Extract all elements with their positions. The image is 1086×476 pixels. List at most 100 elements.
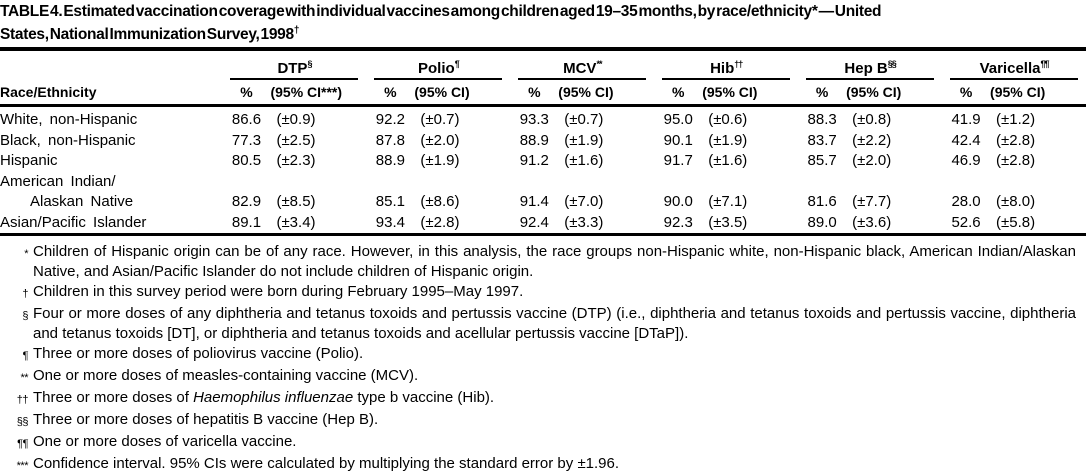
footnote-text: Three or more doses of Haemophilus influ… bbox=[33, 388, 1076, 410]
column-group-hib: Hib†† bbox=[654, 49, 798, 81]
row-label: Black, non-Hispanic bbox=[0, 131, 136, 149]
cell-pct: 92.3 bbox=[654, 212, 703, 237]
cell-pct: 89.1 bbox=[222, 212, 271, 237]
cell-pct: 83.7 bbox=[807, 131, 837, 149]
cell-ci: (±2.8) bbox=[414, 212, 511, 237]
table-title: TABLE 4. Estimated vaccination coverage … bbox=[0, 2, 1086, 44]
cell-pct: 41.9 bbox=[951, 111, 981, 129]
pct-column-header: % bbox=[942, 80, 991, 108]
footnote-varicella: ¶¶ One or more doses of varicella vaccin… bbox=[0, 432, 1086, 454]
cell-pct bbox=[942, 172, 990, 193]
footnote-text: One or more doses of measles-containing … bbox=[33, 367, 419, 385]
table-row-asian-pacific-islander: Asian/Pacific Islander 89.1 (±3.4) 93.4 … bbox=[0, 212, 1086, 237]
cell-ci: (±5.8) bbox=[990, 212, 1086, 237]
footnote-marker: †† bbox=[16, 394, 29, 407]
table-title-line1: TABLE 4. Estimated vaccination coverage … bbox=[0, 3, 882, 20]
footnote-hib: †† Three or more doses of Haemophilus in… bbox=[0, 388, 1086, 410]
footnote-marker: * bbox=[24, 248, 28, 261]
vaccination-coverage-table: DTP§ Polio¶ MCV** Hib†† Hep B§§ Varicell… bbox=[0, 47, 1086, 237]
cell-ci: (±7.0) bbox=[564, 193, 604, 211]
footnote-text: Four or more doses of any diphtheria and… bbox=[33, 305, 1076, 343]
group-footnote-marker: ¶¶ bbox=[1040, 59, 1049, 70]
ci-column-header: (95% CI) bbox=[990, 80, 1086, 108]
footnote-survey-period: † Children in this survey period were bo… bbox=[0, 282, 1086, 304]
footnote-marker: § bbox=[22, 310, 28, 323]
cell-pct: 42.4 bbox=[951, 131, 981, 149]
footnote-marker: ** bbox=[20, 372, 28, 385]
pct-column-header: % bbox=[366, 80, 415, 108]
table-row-white-non-hispanic: White, non-Hispanic 86.6 (±0.9) 92.2 (±0… bbox=[0, 106, 1086, 131]
cell-pct: 86.6 bbox=[231, 111, 262, 129]
row-label: White, non-Hispanic bbox=[0, 111, 138, 129]
footnote-hepb: §§ Three or more doses of hepatitis B va… bbox=[0, 410, 1086, 432]
footnote-mcv: ** One or more doses of measles-containi… bbox=[0, 366, 1086, 388]
footnote-text: Three or more doses of poliovirus vaccin… bbox=[33, 345, 364, 363]
footnote-text: One or more doses of varicella vaccine. bbox=[33, 433, 297, 451]
table-row-american-indian: American Indian/ bbox=[0, 172, 1086, 193]
cell-pct: 28.0 bbox=[951, 193, 981, 211]
footnote-text: Children in this survey period were born… bbox=[33, 283, 524, 301]
sub-header-row: Race/Ethnicity % (95% CI***) % (95% CI) … bbox=[0, 80, 1086, 108]
cell-ci: (±2.2) bbox=[852, 131, 892, 149]
footnote-text-pre: Three or more doses of bbox=[33, 389, 194, 407]
cell-ci: (±3.5) bbox=[702, 212, 799, 237]
cell-ci: (±2.5) bbox=[276, 131, 316, 149]
cell-pct bbox=[366, 172, 414, 193]
cell-ci: (±1.6) bbox=[708, 152, 748, 170]
cell-ci: (±2.0) bbox=[852, 152, 892, 170]
cell-pct: 93.4 bbox=[366, 212, 415, 237]
group-footnote-marker: §§ bbox=[887, 59, 897, 70]
cell-ci: (±0.6) bbox=[708, 111, 748, 129]
column-group-polio: Polio¶ bbox=[366, 49, 510, 81]
table-row-alaskan-native: Alaskan Native 82.9 (±8.5) 85.1 (±8.6) 9… bbox=[0, 192, 1086, 213]
cell-pct: 81.6 bbox=[807, 193, 837, 211]
cell-ci: (±3.4) bbox=[270, 212, 367, 237]
cell-pct bbox=[798, 172, 846, 193]
cell-ci: (±8.5) bbox=[276, 193, 316, 211]
footnote-text: Three or more doses of hepatitis B vacci… bbox=[33, 411, 379, 429]
footnote-text: Confidence interval. 95% CIs were calcul… bbox=[33, 455, 620, 473]
title-dagger-footnote-marker: † bbox=[293, 25, 300, 36]
cell-pct: 52.6 bbox=[942, 212, 991, 237]
cell-ci: (±2.0) bbox=[420, 131, 460, 149]
column-group-dtp: DTP§ bbox=[222, 49, 366, 81]
cell-pct: 88.3 bbox=[807, 111, 837, 129]
cell-ci: (±8.0) bbox=[996, 193, 1036, 211]
ci-column-header: (95% CI***) bbox=[270, 80, 367, 108]
group-label: Varicella bbox=[979, 60, 1041, 78]
cell-ci: (±0.7) bbox=[420, 111, 460, 129]
ci-column-header: (95% CI) bbox=[414, 80, 511, 108]
group-footnote-marker: †† bbox=[734, 59, 743, 70]
column-group-hepb: Hep B§§ bbox=[798, 49, 942, 81]
cell-pct: 90.0 bbox=[663, 193, 693, 211]
cell-pct bbox=[654, 172, 702, 193]
cell-pct: 85.7 bbox=[807, 152, 837, 170]
column-group-mcv: MCV** bbox=[510, 49, 654, 81]
cell-ci bbox=[846, 172, 942, 193]
row-label: Asian/Pacific Islander bbox=[0, 212, 223, 237]
cell-ci bbox=[414, 172, 510, 193]
footnote-marker: *** bbox=[16, 460, 29, 473]
footnote-marker: ¶ bbox=[22, 350, 29, 363]
ci-column-header: (95% CI) bbox=[558, 80, 655, 108]
footnote-race: * Children of Hispanic origin can be of … bbox=[0, 242, 1086, 282]
group-label: Hep B bbox=[844, 60, 888, 78]
cell-ci: (±2.8) bbox=[996, 131, 1036, 149]
pct-column-header: % bbox=[798, 80, 847, 108]
cell-pct: 92.2 bbox=[375, 111, 405, 129]
cell-ci: (±2.8) bbox=[996, 152, 1036, 170]
footnote-text: Children of Hispanic origin can be of an… bbox=[33, 243, 1076, 281]
footnote-marker: ¶¶ bbox=[17, 438, 28, 451]
cell-ci: (±1.2) bbox=[996, 111, 1036, 129]
footnote-text-post: type b vaccine (Hib). bbox=[353, 389, 495, 407]
cell-pct: 80.5 bbox=[231, 152, 262, 170]
column-group-varicella: Varicella¶¶ bbox=[942, 49, 1086, 81]
empty-corner-cell bbox=[0, 49, 222, 80]
footnote-polio: ¶ Three or more doses of poliovirus vacc… bbox=[0, 344, 1086, 366]
table-row-black-non-hispanic: Black, non-Hispanic 77.3 (±2.5) 87.8 (±2… bbox=[0, 131, 1086, 152]
cell-ci: (±1.9) bbox=[708, 131, 748, 149]
cell-ci: (±3.6) bbox=[846, 212, 943, 237]
footnotes-section: * Children of Hispanic origin can be of … bbox=[0, 242, 1086, 476]
group-footnote-marker: ** bbox=[596, 59, 602, 70]
